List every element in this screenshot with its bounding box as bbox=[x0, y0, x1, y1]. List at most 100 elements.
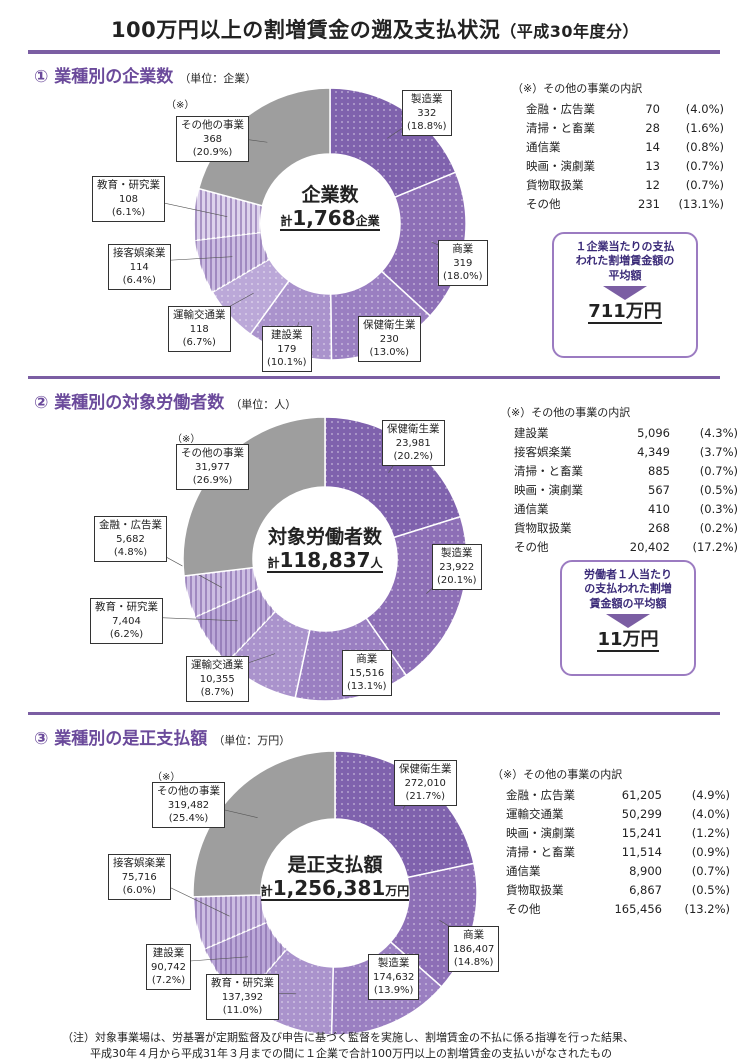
section-3-heading-text: ③ 業種別の是正支払額 bbox=[34, 729, 208, 749]
section-3-unit: （単位：万円） bbox=[213, 734, 291, 747]
callout-value: 230 bbox=[379, 333, 399, 345]
breakdown-row: 通信業 410 (0.3%) bbox=[500, 499, 738, 518]
breakdown-row: 貨物取扱業 268 (0.2%) bbox=[500, 518, 738, 537]
callout-value: 319,482 bbox=[167, 799, 210, 811]
callout-percent: (20.1%) bbox=[437, 574, 477, 586]
callout-value: 108 bbox=[118, 193, 139, 205]
callout-percent: (13.9%) bbox=[373, 984, 414, 996]
donut-segment-texture-3 bbox=[330, 271, 431, 360]
callout-value: 90,742 bbox=[151, 961, 186, 973]
callout-4: 教育・研究業 137,392 (11.0%) bbox=[206, 974, 279, 1020]
callout-6: 接客娯楽業 75,716 (6.0%) bbox=[108, 854, 171, 900]
breakdown-percent: (4.0%) bbox=[685, 101, 724, 116]
callout-3: 製造業 174,632 (13.9%) bbox=[368, 954, 420, 1000]
callout-4: 建設業 179 (10.1%) bbox=[262, 326, 312, 372]
callout-7: 教育・研究業 108 (6.1%) bbox=[92, 176, 165, 222]
donut-segment-7 bbox=[182, 416, 326, 577]
breakdown-row: その他 165,456 (13.2%) bbox=[492, 899, 730, 918]
callout-value: 332 bbox=[417, 107, 437, 119]
breakdown-percent: (1.2%) bbox=[691, 825, 730, 840]
callout-category: 製造業 bbox=[411, 93, 443, 105]
section-1-center-title: 企業数 bbox=[301, 184, 359, 206]
breakdown-value: 8,900 bbox=[629, 863, 662, 878]
callout-6: 接客娯楽業 114 (6.4%) bbox=[108, 244, 171, 290]
breakdown-row: 貨物取扱業 6,867 (0.5%) bbox=[492, 880, 730, 899]
breakdown-percent: (0.7%) bbox=[691, 863, 730, 878]
callout-value: 368 bbox=[202, 133, 223, 145]
breakdown-percent: (0.7%) bbox=[685, 177, 724, 192]
callout-percent: (13.0%) bbox=[369, 346, 410, 358]
section-1-average-box: １企業当たりの支払 われた割増賃金額の 平均額 711万円 bbox=[552, 232, 698, 358]
callout-category: 教育・研究業 bbox=[95, 601, 158, 613]
callout-5: 運輸交通業 118 (6.7%) bbox=[168, 306, 231, 352]
callout-category: 保健衛生業 bbox=[363, 319, 416, 331]
breakdown-row: 清掃・と畜業 885 (0.7%) bbox=[500, 461, 738, 480]
breakdown-name: 運輸交通業 bbox=[506, 806, 564, 821]
callout-7: その他の事業 31,977 (26.9%) bbox=[176, 444, 249, 490]
breakdown-value: 6,867 bbox=[629, 882, 662, 897]
callout-category: 運輸交通業 bbox=[173, 309, 226, 321]
donut-segment-texture-6 bbox=[184, 567, 260, 617]
breakdown-name: 貨物取扱業 bbox=[514, 520, 572, 535]
section-1-breakdown: （※）その他の事業の内訳 金融・広告業 70 (4.0%) 清掃・と畜業 28 (1.6%… bbox=[512, 80, 724, 213]
breakdown-value: 28 bbox=[645, 120, 660, 135]
callout-category: その他の事業 bbox=[181, 119, 244, 131]
breakdown-name: 建設業 bbox=[514, 425, 549, 440]
callout-5: 教育・研究業 7,404 (6.2%) bbox=[90, 598, 163, 644]
section-2-breakdown-title: （※）その他の事業の内訳 bbox=[500, 406, 631, 419]
page-title-sub: （平成30年度分） bbox=[500, 22, 640, 41]
callout-percent: (25.4%) bbox=[168, 812, 209, 824]
breakdown-name: その他 bbox=[514, 539, 549, 554]
callout-category: 建設業 bbox=[271, 329, 303, 341]
callout-value: 23,981 bbox=[395, 437, 431, 449]
breakdown-name: 通信業 bbox=[526, 139, 561, 154]
callout-category: 接客娯楽業 bbox=[113, 247, 166, 259]
breakdown-value: 410 bbox=[648, 501, 670, 516]
callout-percent: (4.8%) bbox=[113, 546, 148, 558]
callout-1: 保健衛生業 23,981 (20.2%) bbox=[382, 420, 445, 466]
callout-percent: (10.1%) bbox=[267, 356, 307, 368]
callout-percent: (6.7%) bbox=[182, 336, 216, 348]
title-rule bbox=[28, 50, 720, 54]
breakdown-name: その他 bbox=[526, 196, 561, 211]
callout-percent: (6.2%) bbox=[109, 628, 144, 640]
footnote-line-1: （注）対象事業場は、労基署が定期監督及び申告に基づく監督を実施し、割増賃金の不払… bbox=[62, 1031, 634, 1044]
callout-value: 319 bbox=[453, 257, 473, 269]
donut-segment-7 bbox=[192, 750, 336, 898]
callout-2: 商業 186,407 (14.8%) bbox=[448, 926, 500, 972]
breakdown-value: 885 bbox=[648, 463, 670, 478]
callout-value: 272,010 bbox=[404, 777, 446, 789]
breakdown-percent: (4.3%) bbox=[699, 425, 738, 440]
callout-6: 金融・広告業 5,682 (4.8%) bbox=[94, 516, 167, 562]
breakdown-row: 清掃・と畜業 28 (1.6%) bbox=[512, 118, 724, 137]
donut-segment-texture-6 bbox=[194, 232, 270, 293]
breakdown-row: 映画・演劇業 567 (0.5%) bbox=[500, 480, 738, 499]
callout-value: 23,922 bbox=[439, 561, 475, 573]
breakdown-percent: (4.9%) bbox=[691, 787, 730, 802]
callout-category: 商業 bbox=[356, 653, 378, 665]
page-title: 100万円以上の割増賃金の遡及支払状況（平成30年度分） bbox=[0, 14, 750, 44]
section-rule-1 bbox=[28, 376, 720, 379]
callout-percent: (14.8%) bbox=[453, 956, 494, 968]
breakdown-percent: (0.7%) bbox=[699, 463, 738, 478]
breakdown-name: 映画・演劇業 bbox=[526, 158, 595, 173]
breakdown-row: 通信業 14 (0.8%) bbox=[512, 137, 724, 156]
section-2-center-title: 対象労働者数 bbox=[267, 526, 382, 548]
breakdown-percent: (0.7%) bbox=[685, 158, 724, 173]
footnote: （注）対象事業場は、労基署が定期監督及び申告に基づく監督を実施し、割増賃金の不払… bbox=[62, 1030, 722, 1062]
donut-segment-texture-1 bbox=[325, 417, 461, 538]
section-rule-2 bbox=[28, 712, 720, 715]
section-3-breakdown: （※）その他の事業の内訳 金融・広告業 61,205 (4.9%) 運輸交通業 50,2… bbox=[492, 766, 730, 918]
breakdown-percent: (0.9%) bbox=[691, 844, 730, 859]
section-1-breakdown-table: 金融・広告業 70 (4.0%) 清掃・と畜業 28 (1.6%) 通信業 14 (0.8%) 映… bbox=[512, 99, 724, 213]
section-3-breakdown-title: （※）その他の事業の内訳 bbox=[492, 768, 623, 781]
breakdown-value: 12 bbox=[645, 177, 660, 192]
breakdown-row: 貨物取扱業 12 (0.7%) bbox=[512, 175, 724, 194]
section-1-center: 企業数 計1,768企業 bbox=[240, 180, 420, 231]
callout-value: 114 bbox=[129, 261, 149, 273]
section-2-average-box: 労働者１人当たり の支払われた割増 賃金額の平均額 11万円 bbox=[560, 560, 696, 676]
breakdown-name: 通信業 bbox=[506, 863, 541, 878]
callout-category: 保健衛生業 bbox=[399, 763, 452, 775]
section-1-unit: （単位：企業） bbox=[179, 72, 257, 85]
section-3-center-total: 計1,256,381万円 bbox=[260, 876, 410, 901]
